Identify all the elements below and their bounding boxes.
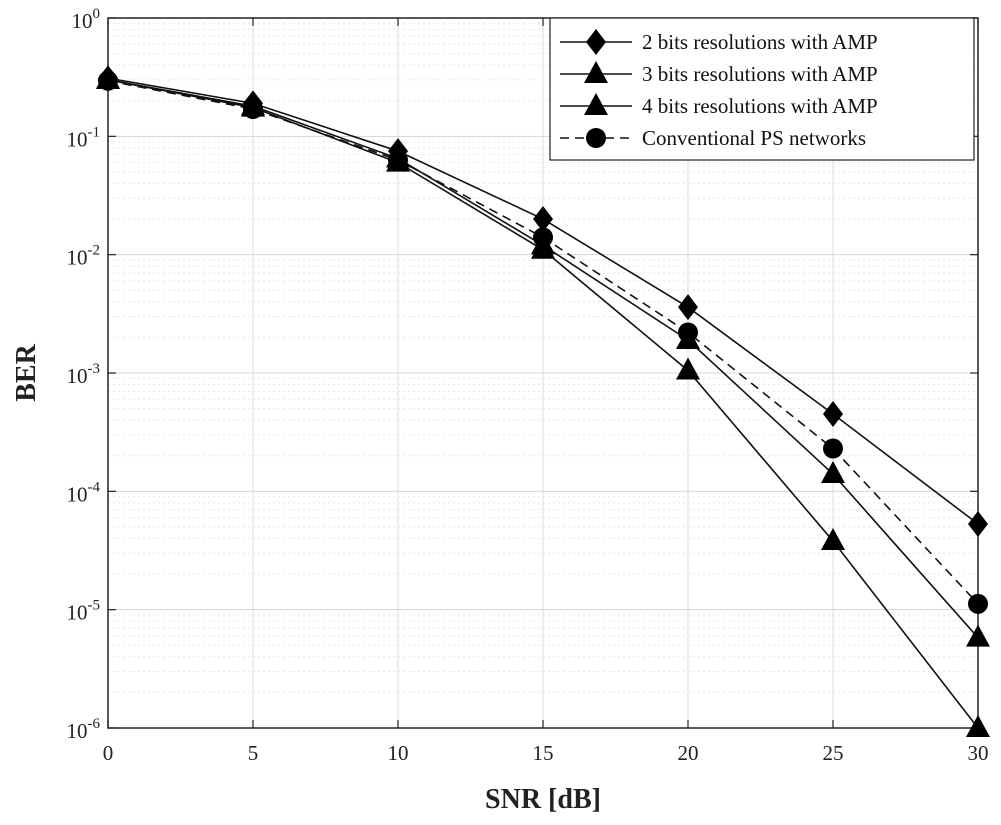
y-tick-label: 10-2 [67,243,101,270]
y-tick-base: 10 [67,601,88,625]
x-axis-title: SNR [dB] [485,784,601,815]
data-point [678,322,698,343]
data-point [968,510,988,537]
legend: 2 bits resolutions with AMP 3 bits resolu… [549,17,975,161]
y-tick-label: 100 [72,6,101,33]
data-point [823,438,843,459]
y-tick-base: 10 [67,719,88,743]
y-tick-exponent: -4 [88,479,101,495]
data-point [823,401,843,428]
data-point [968,593,988,614]
x-tick-label: 5 [248,741,259,765]
series-group [96,65,990,737]
y-axis-title: BER [11,343,42,401]
data-point [966,624,990,647]
y-tick-base: 10 [72,9,93,33]
y-tick-label: 10-1 [67,124,101,151]
y-tick-base: 10 [67,482,88,506]
y-tick-exponent: -1 [88,124,101,140]
y-tick-exponent: -2 [88,243,101,259]
data-point [533,227,553,248]
legend-item: 3 bits resolutions with AMP [560,61,878,86]
data-point [676,357,700,380]
legend-item: 4 bits resolutions with AMP [560,93,878,118]
data-point [821,528,845,551]
data-point [966,715,990,737]
data-point [821,461,845,484]
x-tick-label: 20 [678,741,699,765]
legend-label: 2 bits resolutions with AMP [642,30,878,54]
x-tick-label: 25 [823,741,844,765]
x-tick-label: 15 [533,741,554,765]
legend-item: Conventional PS networks [560,126,866,150]
legend-marker [586,29,606,55]
y-tick-exponent: -3 [88,361,101,377]
data-point [98,70,118,91]
legend-item: 2 bits resolutions with AMP [560,29,878,55]
legend-label: 3 bits resolutions with AMP [642,62,878,86]
y-tick-exponent: 0 [93,6,101,22]
data-point [678,294,698,321]
legend-marker [584,61,608,83]
data-point [531,236,555,259]
x-tick-label: 10 [388,741,409,765]
x-tick-label: 30 [968,741,989,765]
data-point [388,150,408,171]
legend-marker [586,128,606,148]
y-tick-label: 10-3 [67,361,101,388]
series-4 [98,70,988,614]
y-tick-exponent: -5 [88,598,101,614]
y-tick-label: 10-4 [67,479,101,506]
legend-marker [584,93,608,115]
legend-label: 4 bits resolutions with AMP [642,94,878,118]
data-point [533,206,553,233]
y-tick-label: 10-6 [67,716,101,743]
y-tick-exponent: -6 [88,716,101,732]
data-point [243,99,263,120]
x-tick-label: 0 [103,741,114,765]
legend-label: Conventional PS networks [642,126,866,150]
y-tick-base: 10 [67,127,88,151]
y-tick-base: 10 [67,364,88,388]
y-tick-base: 10 [67,246,88,270]
y-tick-label: 10-5 [67,598,101,625]
